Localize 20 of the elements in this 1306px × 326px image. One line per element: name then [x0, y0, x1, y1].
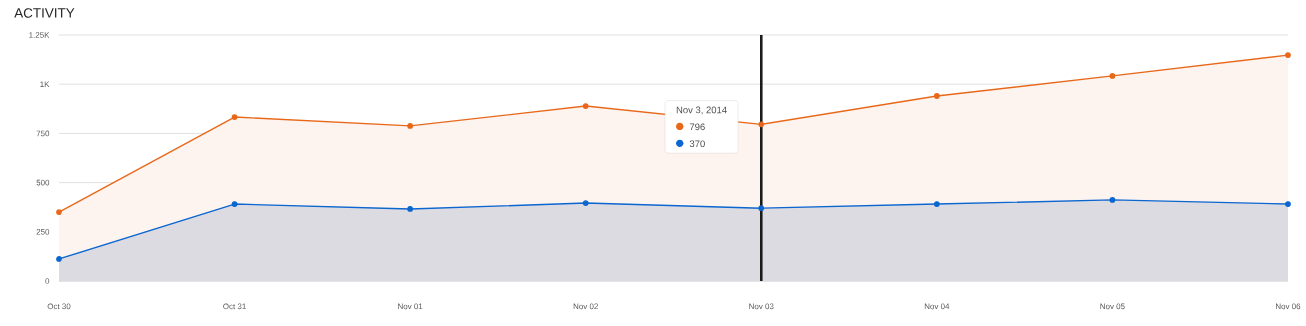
point: [758, 121, 765, 128]
point: [933, 93, 940, 99]
point: [582, 200, 589, 206]
point: [758, 205, 765, 212]
point: [231, 201, 238, 207]
point: [582, 103, 589, 109]
point: [407, 206, 414, 212]
point: [933, 201, 940, 207]
annotation: 370: [689, 140, 705, 148]
point: [231, 114, 238, 120]
annotation: 796: [689, 123, 705, 131]
point: [1109, 197, 1116, 203]
point: [56, 209, 62, 216]
point: [56, 256, 62, 262]
point: [407, 123, 414, 129]
point: [1109, 73, 1116, 79]
point: [1285, 52, 1291, 58]
point: [1285, 201, 1291, 207]
annotation: Nov 3, 2014: [676, 106, 727, 115]
chart-title: ACTIVITY: [14, 8, 75, 18]
